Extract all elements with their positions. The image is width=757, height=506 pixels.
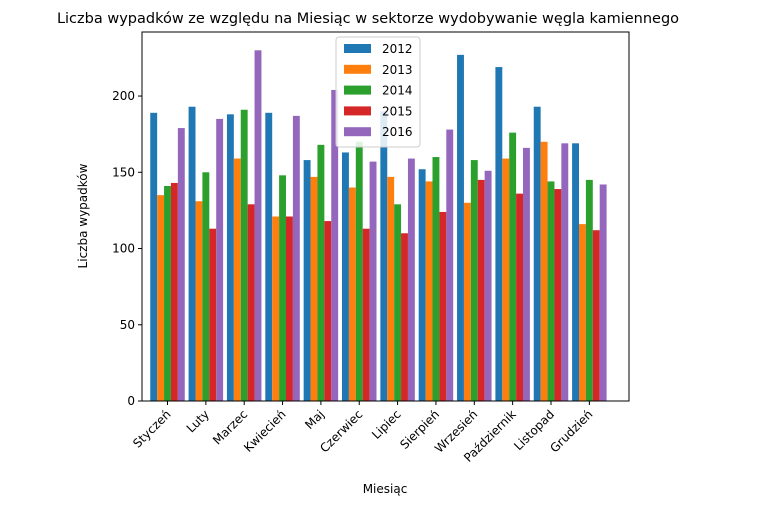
legend-swatch-2014 [344, 85, 371, 95]
x-axis-label: Miesiąc [363, 482, 408, 496]
bar-2016-5 [331, 89, 339, 401]
bar-2014-1 [164, 186, 171, 401]
bar-2016-10 [523, 147, 530, 401]
bar-2012-10 [495, 67, 503, 401]
legend-swatch-2015 [344, 106, 371, 116]
bar-2015-6 [362, 228, 370, 401]
bar-2015-3 [247, 204, 255, 401]
bar-2014-6 [355, 141, 363, 402]
y-tick-label: 100 [112, 242, 135, 256]
legend-label-2013: 2013 [382, 63, 413, 77]
bar-2013-1 [157, 195, 165, 401]
bar-2013-7 [387, 176, 395, 401]
legend-label-2016: 2016 [382, 125, 413, 139]
x-tick-label: Luty [184, 407, 212, 435]
legend-label-2015: 2015 [382, 104, 413, 118]
legend-swatch-2013 [344, 64, 371, 74]
bar-2012-3 [226, 114, 234, 401]
bar-2012-7 [380, 111, 388, 401]
bar-2012-9 [457, 54, 464, 402]
bar-2014-4 [279, 175, 286, 401]
bar-2013-8 [425, 181, 433, 401]
bar-2013-9 [463, 202, 471, 401]
bar-2013-5 [310, 176, 318, 401]
bar-2012-12 [572, 143, 579, 401]
bar-2015-1 [170, 182, 178, 401]
bar-2015-4 [286, 216, 293, 401]
x-tick-label: Czerwiec [317, 407, 365, 455]
bar-2016-8 [446, 129, 454, 401]
bar-2016-1 [177, 128, 185, 401]
bar-2012-8 [418, 169, 426, 401]
bar-2016-7 [407, 158, 415, 401]
x-tick-label: Maj [302, 407, 327, 432]
legend: 2012 2013 2014 2015 2016 [335, 36, 421, 148]
y-axis: 0 50 100 150 200 [112, 89, 142, 408]
legend-frame [335, 36, 421, 148]
bar-2013-11 [540, 141, 548, 402]
x-tick-label: Styczeń [130, 407, 173, 450]
bar-2015-7 [401, 233, 408, 401]
bar-2015-8 [439, 211, 447, 401]
x-tick-label: Kwiecień [241, 407, 289, 455]
bars-group [150, 50, 607, 402]
bar-2014-9 [470, 160, 478, 401]
legend-swatch-2012 [344, 44, 371, 53]
bar-2012-2 [188, 106, 196, 402]
bar-2012-11 [533, 106, 541, 402]
bar-2016-12 [599, 184, 607, 401]
bar-2014-7 [394, 204, 402, 401]
bar-2015-12 [592, 230, 600, 401]
bar-2016-4 [292, 115, 300, 402]
bar-2016-6 [369, 161, 377, 401]
bar-2012-4 [265, 112, 273, 401]
y-tick-label: 200 [112, 89, 135, 103]
bar-2015-9 [477, 179, 485, 401]
y-axis-label: Liczba wypadków [76, 163, 90, 268]
legend-label-2012: 2012 [382, 42, 413, 56]
legend-label-2014: 2014 [382, 84, 413, 98]
chart-title: Liczba wypadków ze względu na Miesiąc w … [57, 11, 679, 27]
bar-2014-3 [240, 109, 248, 401]
bar-2013-12 [579, 224, 586, 401]
y-tick-label: 50 [120, 318, 135, 332]
x-tick-label: Grudzień [547, 407, 595, 455]
plot-frame [141, 31, 630, 402]
legend-swatch-2016 [344, 127, 371, 137]
y-tick-label: 0 [127, 394, 135, 408]
bar-2012-1 [150, 112, 158, 401]
bar-2015-10 [516, 193, 523, 401]
bar-2016-3 [254, 50, 262, 402]
bar-2015-11 [554, 189, 562, 401]
bar-2014-11 [547, 181, 555, 401]
bar-2016-9 [484, 170, 492, 401]
bar-2014-2 [202, 172, 210, 401]
bar-2014-5 [317, 144, 325, 401]
bar-2015-2 [209, 228, 217, 401]
bar-2015-5 [324, 221, 332, 401]
bar-2013-6 [348, 187, 356, 401]
bar-2012-5 [303, 160, 311, 401]
y-tick-label: 150 [112, 165, 135, 179]
bar-2012-6 [342, 152, 349, 401]
bar-2014-12 [585, 179, 593, 401]
bar-2014-8 [432, 157, 440, 401]
bar-2014-10 [509, 132, 517, 401]
bar-2013-4 [272, 216, 280, 401]
x-tick-label: Lipiec [369, 407, 404, 442]
bar-2013-3 [233, 158, 241, 401]
bar-2016-2 [216, 118, 224, 401]
bar-2013-10 [502, 158, 510, 401]
bar-2013-2 [195, 201, 203, 401]
bar-2016-11 [561, 143, 569, 401]
